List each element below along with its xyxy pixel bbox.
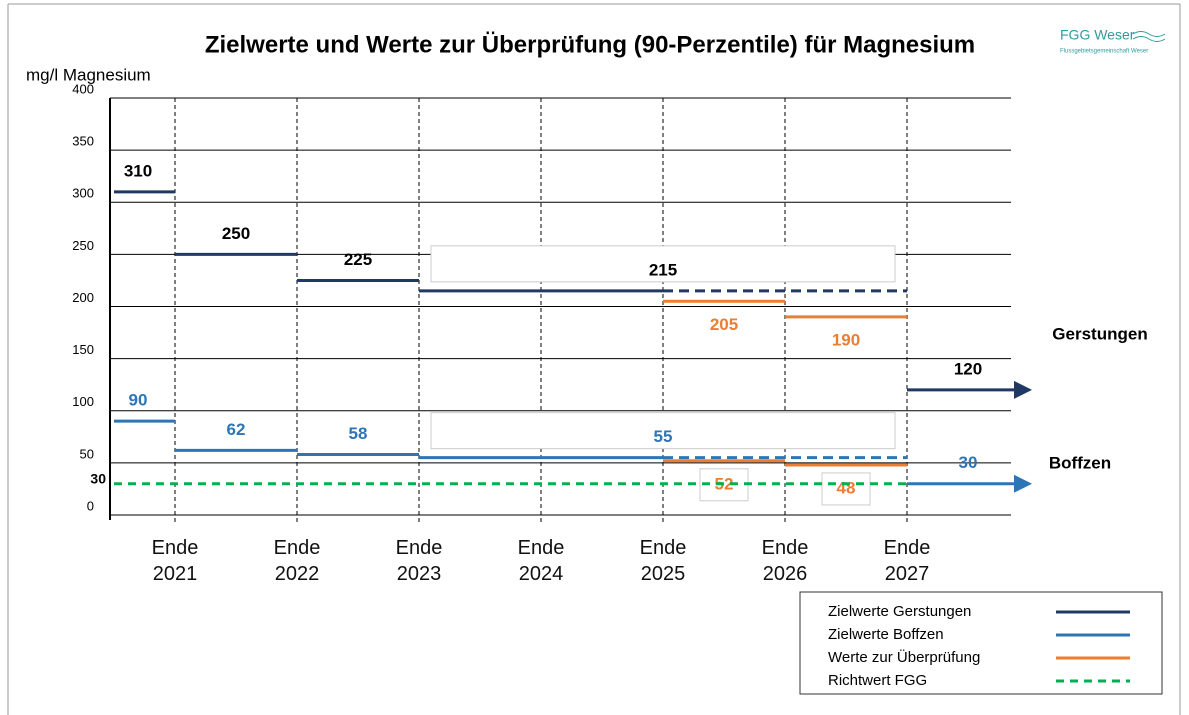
y-tick-label: 150 xyxy=(72,342,94,357)
legend xyxy=(799,591,1163,695)
value-label: 55 xyxy=(654,427,673,446)
value-label: 190 xyxy=(832,330,860,349)
value-label: 225 xyxy=(344,250,372,269)
y-tick-label: 300 xyxy=(72,186,94,201)
label-box xyxy=(430,245,896,283)
value-label: 58 xyxy=(349,424,368,443)
y-axis-label: mg/l Magnesium xyxy=(26,65,151,84)
value-label: 205 xyxy=(710,315,738,334)
logo-icon xyxy=(1132,31,1166,42)
y-tick-label: 250 xyxy=(72,238,94,253)
value-label: 120 xyxy=(954,359,982,378)
logo: FGG Weser xyxy=(1060,27,1135,43)
x-tick-label: Ende 2024 xyxy=(517,537,565,585)
value-label: 62 xyxy=(227,420,246,439)
y-tick-label: 0 xyxy=(87,498,94,513)
legend-label: Werte zur Überprüfung xyxy=(828,648,980,666)
label-box xyxy=(821,472,871,506)
y-tick-label: 350 xyxy=(72,134,94,149)
x-tick-label: Ende 2026 xyxy=(761,537,809,585)
value-label: 48 xyxy=(837,478,856,497)
label-box xyxy=(430,412,896,450)
x-tick-label: Ende 2021 xyxy=(151,537,199,585)
value-label: 215 xyxy=(649,260,677,279)
chart-title: Zielwerte und Werte zur Überprüfung (90-… xyxy=(205,31,975,58)
x-tick-label: Ende 2023 xyxy=(395,537,443,585)
value-label: 310 xyxy=(124,161,152,180)
y-tick-label: 50 xyxy=(80,446,94,461)
x-tick-label: Ende 2022 xyxy=(273,537,321,585)
legend-label: Zielwerte Gerstungen xyxy=(828,603,971,620)
x-tick-label: Ende 2027 xyxy=(883,537,931,585)
site-label: Boffzen xyxy=(1049,453,1111,472)
y-tick-label: 100 xyxy=(72,394,94,409)
legend-label: Zielwerte Boffzen xyxy=(828,626,944,643)
legend-label: Richtwert FGG xyxy=(828,672,927,689)
value-label: 250 xyxy=(222,224,250,243)
value-label: 30 xyxy=(90,470,106,486)
logo-subtitle: Flussgebietsgemeinschaft Weser xyxy=(1060,49,1148,55)
value-label: 30 xyxy=(959,453,978,472)
site-label: Gerstungen xyxy=(1052,324,1147,343)
y-tick-label: 400 xyxy=(72,81,94,96)
value-label: 90 xyxy=(129,391,148,410)
y-tick-label: 200 xyxy=(72,290,94,305)
x-tick-label: Ende 2025 xyxy=(639,537,687,585)
